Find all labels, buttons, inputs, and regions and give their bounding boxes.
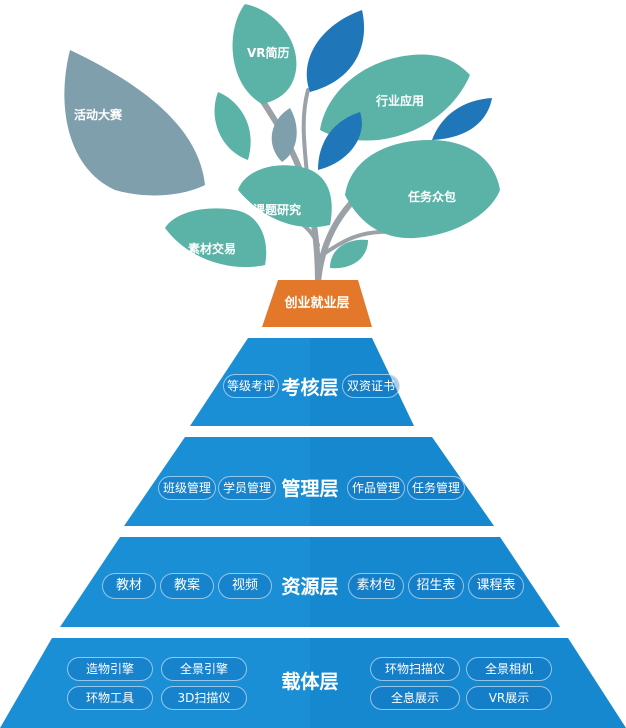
employment-layer-title: 创业就业层 xyxy=(284,296,350,311)
carrier-right-item-2: 全息展示 xyxy=(370,686,460,710)
carrier-left-item-2: 环物工具 xyxy=(67,686,153,710)
carrier-left-item-0: 造物引擎 xyxy=(67,657,153,681)
leaf-label-material-trade: 素材交易 xyxy=(188,242,237,256)
resource-left-item-2: 视频 xyxy=(218,573,272,599)
management-right-item-0: 作品管理 xyxy=(347,476,405,500)
resource-right-item-2: 课程表 xyxy=(468,573,524,599)
resource-layer-title: 资源层 xyxy=(281,576,339,598)
leaf-label-crowdsourcing: 任务众包 xyxy=(408,190,457,204)
assessment-layer-shape xyxy=(190,338,414,426)
leaf-material-trade xyxy=(165,208,267,268)
leaf-label-activity: 活动大赛 xyxy=(74,108,123,122)
leaf-vr-resume xyxy=(232,4,297,104)
management-left-item-1: 学员管理 xyxy=(218,476,276,500)
leaf-blue-mid xyxy=(318,112,362,170)
assessment-right-item-0: 双资证书 xyxy=(342,374,400,398)
leaf-small-bottom xyxy=(330,239,368,269)
leaf-blue-top xyxy=(306,10,365,92)
carrier-right-item-0: 环物扫描仪 xyxy=(370,657,460,681)
resource-right-item-1: 招生表 xyxy=(408,573,464,599)
leaf-blue-small xyxy=(432,98,492,140)
assessment-left-item-0: 等级考评 xyxy=(223,374,279,398)
resource-right-item-0: 素材包 xyxy=(348,573,404,599)
leaf-label-vr-resume: VR简历 xyxy=(247,46,290,60)
carrier-left-item-1: 全景引擎 xyxy=(161,657,247,681)
management-layer-title: 管理层 xyxy=(281,478,339,500)
leaf-small-left xyxy=(214,92,251,160)
leaf-crowdsourcing xyxy=(345,140,500,239)
leaf-label-industry-app: 行业应用 xyxy=(376,94,425,108)
leaf-small-mid xyxy=(271,108,297,162)
carrier-left-item-3: 3D扫描仪 xyxy=(161,686,247,710)
management-left-item-0: 班级管理 xyxy=(158,476,216,500)
management-layer-shape xyxy=(124,437,494,526)
management-right-item-1: 任务管理 xyxy=(407,476,465,500)
assessment-layer-title: 考核层 xyxy=(281,377,339,399)
carrier-right-item-1: 全景相机 xyxy=(466,657,552,681)
leaf-activity xyxy=(64,50,205,196)
resource-left-item-0: 教材 xyxy=(102,573,156,599)
resource-layer-shape xyxy=(60,537,560,627)
leaf-label-course-research: 课题研究 xyxy=(253,203,302,217)
resource-left-item-1: 教案 xyxy=(160,573,214,599)
carrier-right-item-3: VR展示 xyxy=(466,686,552,710)
employment-layer-shape xyxy=(262,280,372,327)
leaf-course-research xyxy=(238,165,332,228)
carrier-layer-title: 载体层 xyxy=(281,671,339,693)
